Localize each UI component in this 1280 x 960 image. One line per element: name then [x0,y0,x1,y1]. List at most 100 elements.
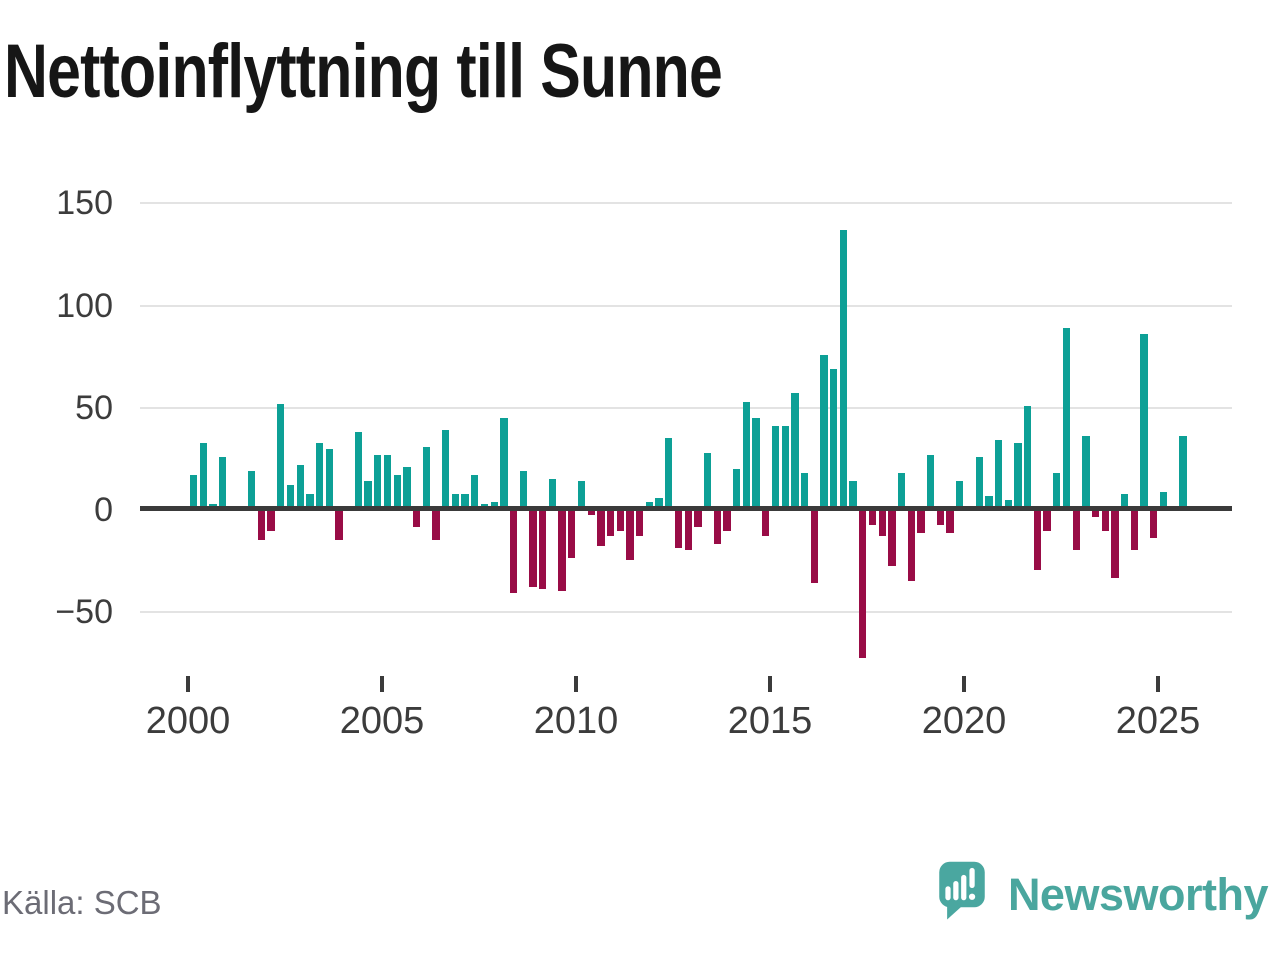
source-label: Källa: SCB [2,884,162,921]
y-axis-label: −50 [55,593,113,632]
bar [849,481,857,511]
bar [868,510,877,526]
bar [694,510,702,528]
bar [374,454,382,511]
bar [703,452,712,511]
bar [1014,442,1022,511]
bar [461,493,469,511]
bar [762,510,770,536]
bar [442,430,450,511]
bar [810,510,818,583]
x-tick [186,676,190,692]
y-axis-label: 100 [56,286,113,325]
bar [936,510,945,526]
bar [897,473,906,511]
bar [1150,510,1158,538]
bar [257,510,266,540]
bar [917,510,925,534]
bar [1159,491,1168,511]
bar [907,510,915,581]
bar [403,467,411,511]
bar [1101,510,1109,532]
bar [1179,436,1187,511]
bar [878,510,886,536]
logo-bar-medium-icon [953,881,959,901]
bar [985,495,993,511]
bar [277,403,285,511]
bar [606,510,615,536]
gridline [140,304,1232,307]
bar [859,510,867,659]
x-tick [380,676,384,692]
plot-area: 150 100 50 0 −50 2000 2005 2010 2015 2020 2025 [55,184,1232,742]
bar [519,471,527,511]
bar [752,417,760,511]
bar [1130,510,1139,550]
bar [800,473,809,511]
bar [1033,510,1042,571]
bar [296,465,304,511]
bar [412,510,421,528]
gridline [140,611,1232,614]
bar [994,440,1003,511]
bar [1004,499,1012,511]
x-tick-label: 2020 [921,700,1007,742]
bar [539,510,547,589]
bar [558,510,566,591]
bar [655,497,663,511]
bar [383,454,392,511]
newsworthy-logo-mark [939,861,985,920]
bar [354,432,363,511]
bar [325,448,333,511]
bar [636,510,644,536]
logo-bar-large-icon [961,874,967,901]
bar [315,442,324,511]
logo-exclamation-icon [969,867,975,888]
bar [1072,510,1080,550]
y-axis-label: 150 [56,184,113,223]
bar [335,510,343,540]
bar [199,442,207,511]
bar [723,510,731,532]
bar [286,485,295,511]
bar [1062,327,1071,511]
bar [1024,405,1032,511]
bar [500,417,508,511]
bar [432,510,440,540]
bar [830,368,838,511]
bar [451,493,460,511]
x-tick [768,676,772,692]
x-tick [962,676,966,692]
bar [1043,510,1051,532]
bar [471,475,479,511]
bar [529,510,537,587]
bar [1140,334,1148,511]
bar [1111,510,1119,579]
bar [189,475,198,511]
bar [713,510,721,544]
x-tick-label: 2000 [145,700,231,742]
bar [597,510,605,546]
x-tick-label: 2015 [727,700,813,742]
bar [781,426,789,511]
bar [1082,436,1090,511]
bar [927,454,935,511]
bar [1091,510,1100,518]
bar [616,510,624,532]
bar [393,475,401,511]
bar [674,510,683,548]
bar [791,393,799,511]
bar [422,446,430,511]
bar [218,456,227,511]
bar [509,510,518,593]
gridline [140,406,1232,409]
x-tick-label: 2010 [533,700,619,742]
y-axis-label: 0 [94,491,113,529]
bar [548,479,557,511]
y-axis-label: 50 [75,388,113,427]
bar [1053,473,1061,511]
bar [742,401,751,511]
bar [568,510,576,559]
bar [946,510,954,534]
